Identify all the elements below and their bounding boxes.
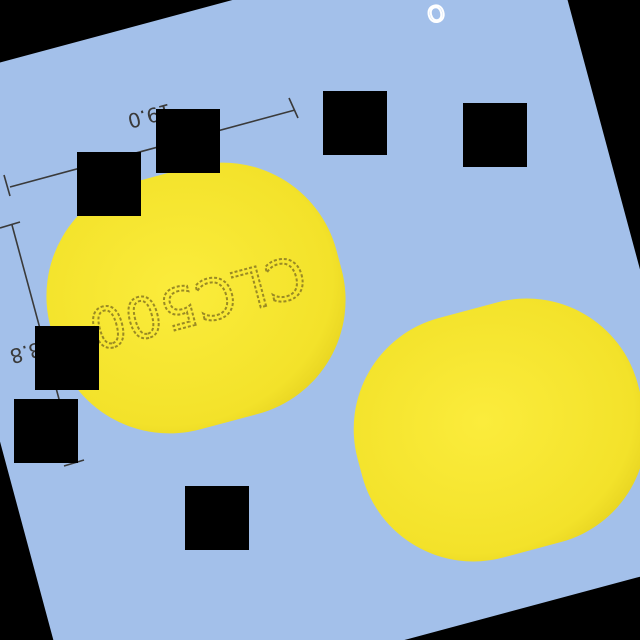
occluder-block	[323, 91, 387, 155]
occluder-block	[463, 103, 527, 167]
occluder-block	[185, 486, 249, 550]
occluder-block	[35, 326, 99, 390]
occluder-block	[14, 399, 78, 463]
occluder-block	[77, 152, 141, 216]
length-dimension	[3, 97, 299, 197]
occluder-block	[156, 109, 220, 173]
tablet-front: CLC500	[46, 162, 346, 434]
tablet-back	[353, 298, 640, 562]
